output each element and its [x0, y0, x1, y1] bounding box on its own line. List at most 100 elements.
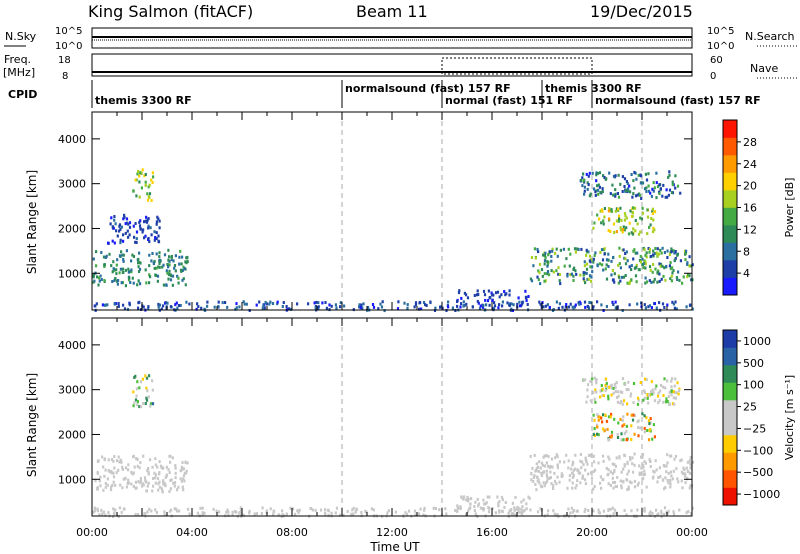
echo-cell [538, 271, 541, 275]
echo-cell [553, 471, 556, 475]
echo-cell [507, 511, 510, 515]
echo-cell [645, 178, 649, 182]
echo-cell [105, 254, 108, 258]
echo-cell [147, 472, 150, 476]
echo-cell [239, 506, 242, 510]
echo-cell [383, 309, 386, 313]
echo-cell [682, 466, 685, 470]
echo-cell [103, 474, 106, 478]
echo-cell [423, 508, 426, 512]
echo-cell [617, 394, 620, 398]
echo-cell [112, 507, 115, 511]
echo-cell [583, 185, 586, 189]
echo-cell [607, 415, 611, 419]
echo-cell [609, 483, 612, 487]
echo-cell [477, 293, 480, 296]
echo-cell [622, 415, 625, 419]
colorbar-segment [723, 137, 737, 156]
echo-cell [122, 217, 125, 221]
echo-cell [122, 239, 125, 243]
echo-cell [605, 305, 608, 308]
echo-cell [653, 277, 656, 281]
echo-cell [612, 303, 615, 306]
echo-cell [560, 475, 563, 478]
echo-cell [144, 183, 147, 187]
echo-cell [99, 484, 102, 488]
echo-cell [545, 469, 548, 473]
echo-cell [642, 463, 645, 467]
echo-cell [113, 215, 116, 218]
echo-cell [595, 390, 598, 394]
echo-cell [127, 235, 130, 239]
echo-cell [116, 459, 119, 463]
echo-cell [203, 511, 206, 515]
echo-cell [546, 260, 549, 264]
echo-cell [614, 390, 617, 393]
echo-cell [615, 219, 618, 223]
echo-cell [166, 263, 169, 266]
echo-cell [621, 377, 625, 381]
echo-cell [460, 302, 463, 306]
echo-cell [690, 278, 693, 282]
echo-cell [677, 270, 680, 274]
echo-cell [549, 470, 552, 474]
echo-cell [658, 279, 661, 283]
echo-cell [634, 171, 637, 175]
echo-cell [269, 300, 272, 304]
echo-cell [487, 510, 491, 514]
echo-cell [673, 251, 676, 255]
nsearch-tick-bottom: 10^0 [707, 41, 734, 52]
echo-cell [609, 384, 612, 388]
echo-cell [681, 281, 684, 285]
echo-cell [647, 419, 650, 423]
echo-cell [581, 176, 584, 180]
echo-cell [141, 377, 144, 381]
echo-cell [530, 279, 534, 283]
echo-cell [150, 199, 153, 202]
echo-cell [153, 266, 156, 270]
echo-cell [358, 303, 361, 307]
echo-cell [651, 270, 654, 274]
echo-cell [627, 485, 630, 489]
echo-cell [667, 175, 670, 179]
echo-cell [165, 283, 168, 287]
echo-cell [181, 278, 184, 282]
echo-cell [126, 307, 130, 311]
echo-cell [558, 460, 561, 464]
echo-cell [688, 264, 691, 268]
echo-cell [271, 302, 275, 305]
echo-cell [652, 280, 655, 284]
echo-cell [325, 306, 328, 310]
echo-cell [647, 172, 650, 176]
echo-cell [294, 512, 297, 516]
echo-cell [673, 258, 677, 262]
echo-cell [132, 404, 135, 408]
echo-cell [668, 253, 671, 257]
echo-cell [546, 272, 549, 276]
echo-cell [668, 402, 671, 406]
echo-cell [165, 269, 168, 273]
echo-cell [610, 386, 613, 390]
echo-cell [503, 505, 506, 509]
echo-cell [612, 222, 616, 226]
echo-cell [541, 463, 544, 467]
echo-cell [147, 236, 150, 240]
echo-cell [162, 480, 165, 484]
echo-cell [487, 506, 490, 509]
echo-cell [597, 415, 600, 419]
echo-cell [137, 265, 140, 269]
echo-cell [174, 303, 177, 307]
echo-cell [679, 459, 682, 463]
echo-cell [137, 257, 140, 261]
echo-cell [670, 250, 673, 254]
echo-cell [138, 251, 141, 255]
echo-cell [203, 307, 206, 311]
echo-cell [643, 414, 646, 418]
echo-cell [173, 264, 177, 267]
echo-cell [238, 305, 241, 309]
echo-cell [586, 278, 589, 281]
echo-cell [130, 482, 133, 486]
echo-cell [557, 272, 560, 276]
echo-cell [633, 485, 637, 489]
echo-cell [607, 472, 610, 476]
